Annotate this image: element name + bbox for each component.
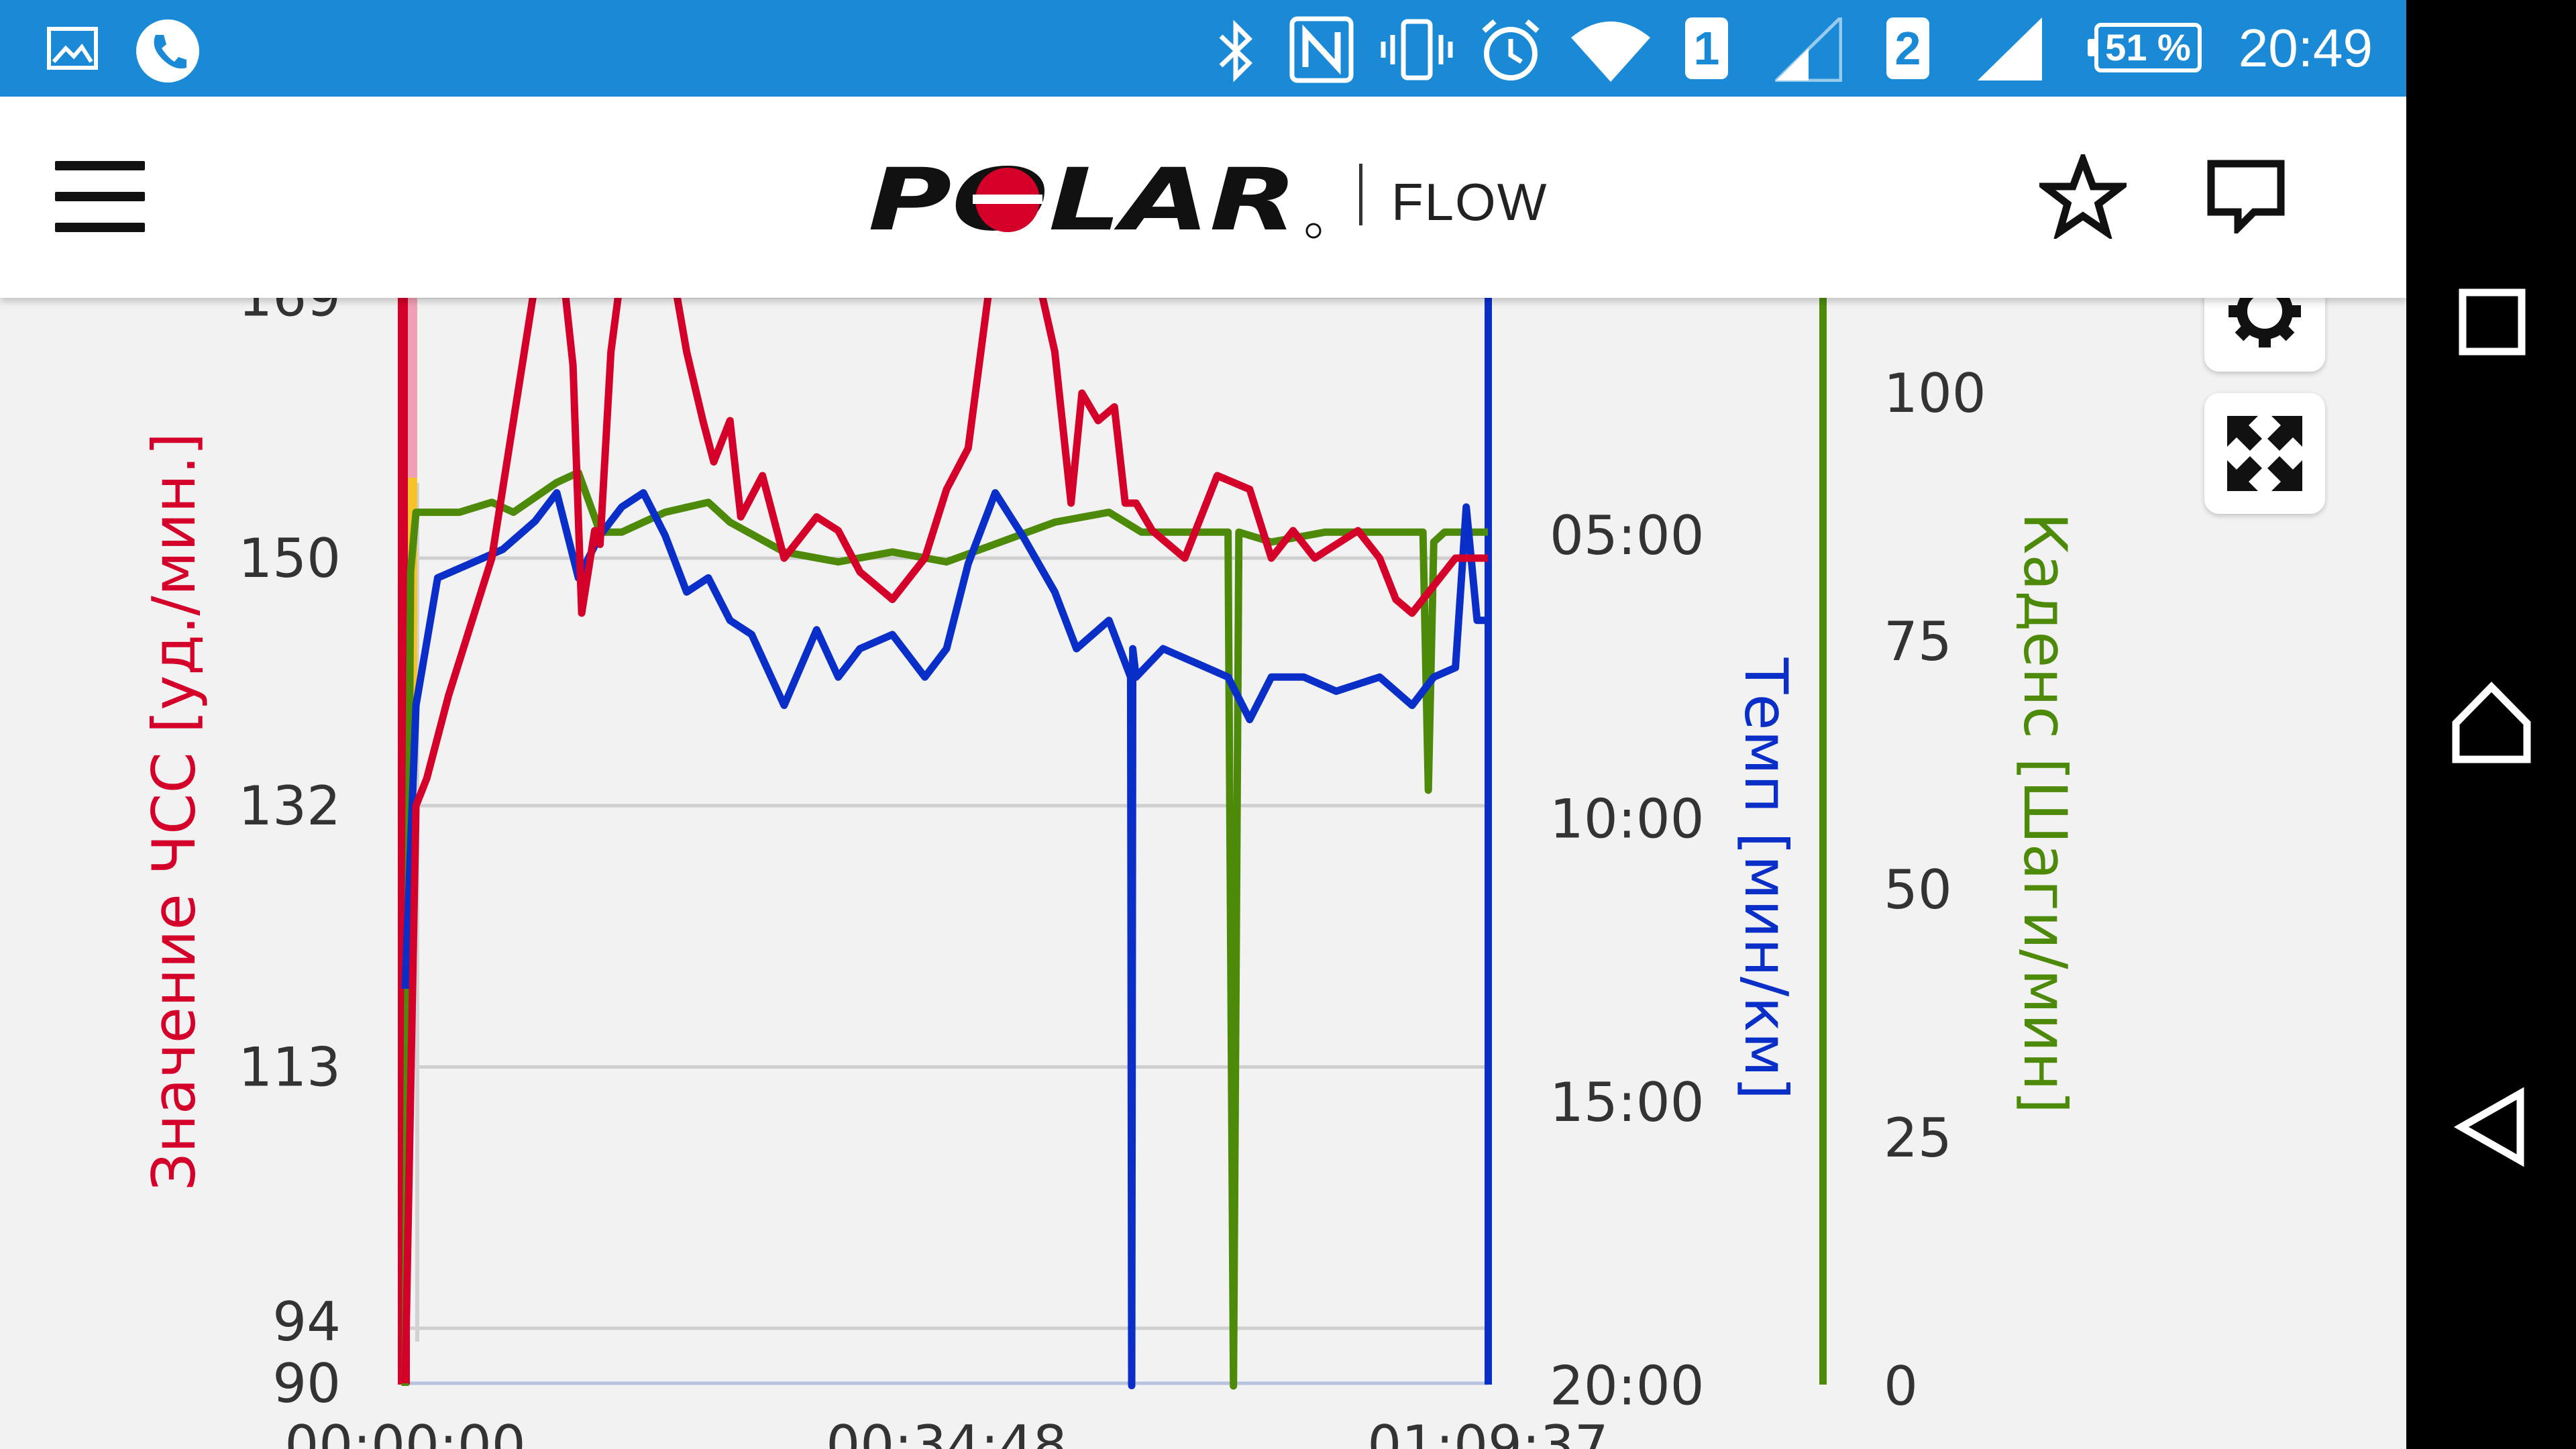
chat-icon[interactable] [2206,158,2286,233]
status-clock: 20:49 [2238,18,2373,78]
recents-icon[interactable] [2459,288,2526,356]
phone-icon [136,19,199,83]
favorite-star-icon[interactable] [2039,154,2127,239]
gallery-icon [47,27,98,70]
hr-tick-label: 169 [238,298,341,329]
hr-tick-label: 90 [272,1352,341,1415]
menu-icon-line [55,192,145,201]
navigation-bar [2406,0,2576,1449]
polar-logo-text: POLAR [868,157,1297,244]
sim1-badge: 1 [1685,17,1728,79]
pace-series-line [401,489,1488,1389]
menu-icon-line [55,223,145,232]
settings-button[interactable] [2204,298,2325,372]
logo-divider [1359,164,1362,225]
menu-icon [55,161,145,170]
hr-tick-label: 150 [238,527,341,590]
cadence-series-line [401,468,1488,1390]
x-tick-label: 00:00:00 [284,1414,525,1449]
cadence-tick-label: 75 [1884,610,1952,673]
pace-axis-label: Темп [мин/км] [1731,657,1801,1100]
alarm-icon [1482,19,1540,80]
pace-axis-marker [1485,298,1492,1385]
bluetooth-icon [1219,19,1253,83]
app-bar: POLAR FLOW [0,97,2406,298]
battery-indicator: 51 % [2088,23,2202,72]
hr-axis-marker-highlight [408,298,417,499]
gear-icon [2229,298,2301,347]
menu-button[interactable] [55,161,145,232]
pace-tick-label: 05:00 [1550,504,1705,567]
product-name: FLOW [1391,172,1548,231]
sim2-badge: 2 [1886,17,1929,79]
signal-icon [1978,17,2042,80]
status-bar: 1 2 51 % 20:49 [0,0,2406,97]
fullscreen-button[interactable] [2204,393,2325,514]
x-tick-label: 00:34:48 [826,1414,1067,1449]
polar-logo[interactable]: POLAR [865,157,1335,244]
pace-tick-label: 15:00 [1550,1071,1705,1134]
home-icon[interactable] [2449,680,2534,765]
hr-series-line [401,298,1488,1384]
hr-tick-label: 132 [238,775,341,837]
fullscreen-icon [2227,416,2302,491]
vibrate-icon [1381,19,1453,80]
x-tick-label: 01:09:37 [1367,1414,1608,1449]
hr-tick-label: 94 [272,1291,341,1353]
cadence-axis-label: Каденс [Шаги/мин] [2010,513,2080,1114]
signal-icon [1775,17,1842,82]
cadence-tick-label: 0 [1884,1355,1918,1417]
cadence-tick-label: 50 [1884,859,1952,921]
hr-tick-label: 113 [238,1036,341,1099]
cadence-tick-label: 25 [1884,1107,1952,1169]
nfc-icon [1289,16,1354,83]
pace-tick-label: 10:00 [1550,788,1705,851]
cadence-tick-label: 100 [1884,362,1986,425]
back-icon[interactable] [2453,1087,2528,1167]
wifi-icon [1571,21,1650,82]
pace-tick-label: 20:00 [1550,1355,1705,1417]
cadence-axis-marker [1819,298,1827,1385]
hr-axis-label: Значение ЧСС [уд./мин.] [140,433,209,1191]
